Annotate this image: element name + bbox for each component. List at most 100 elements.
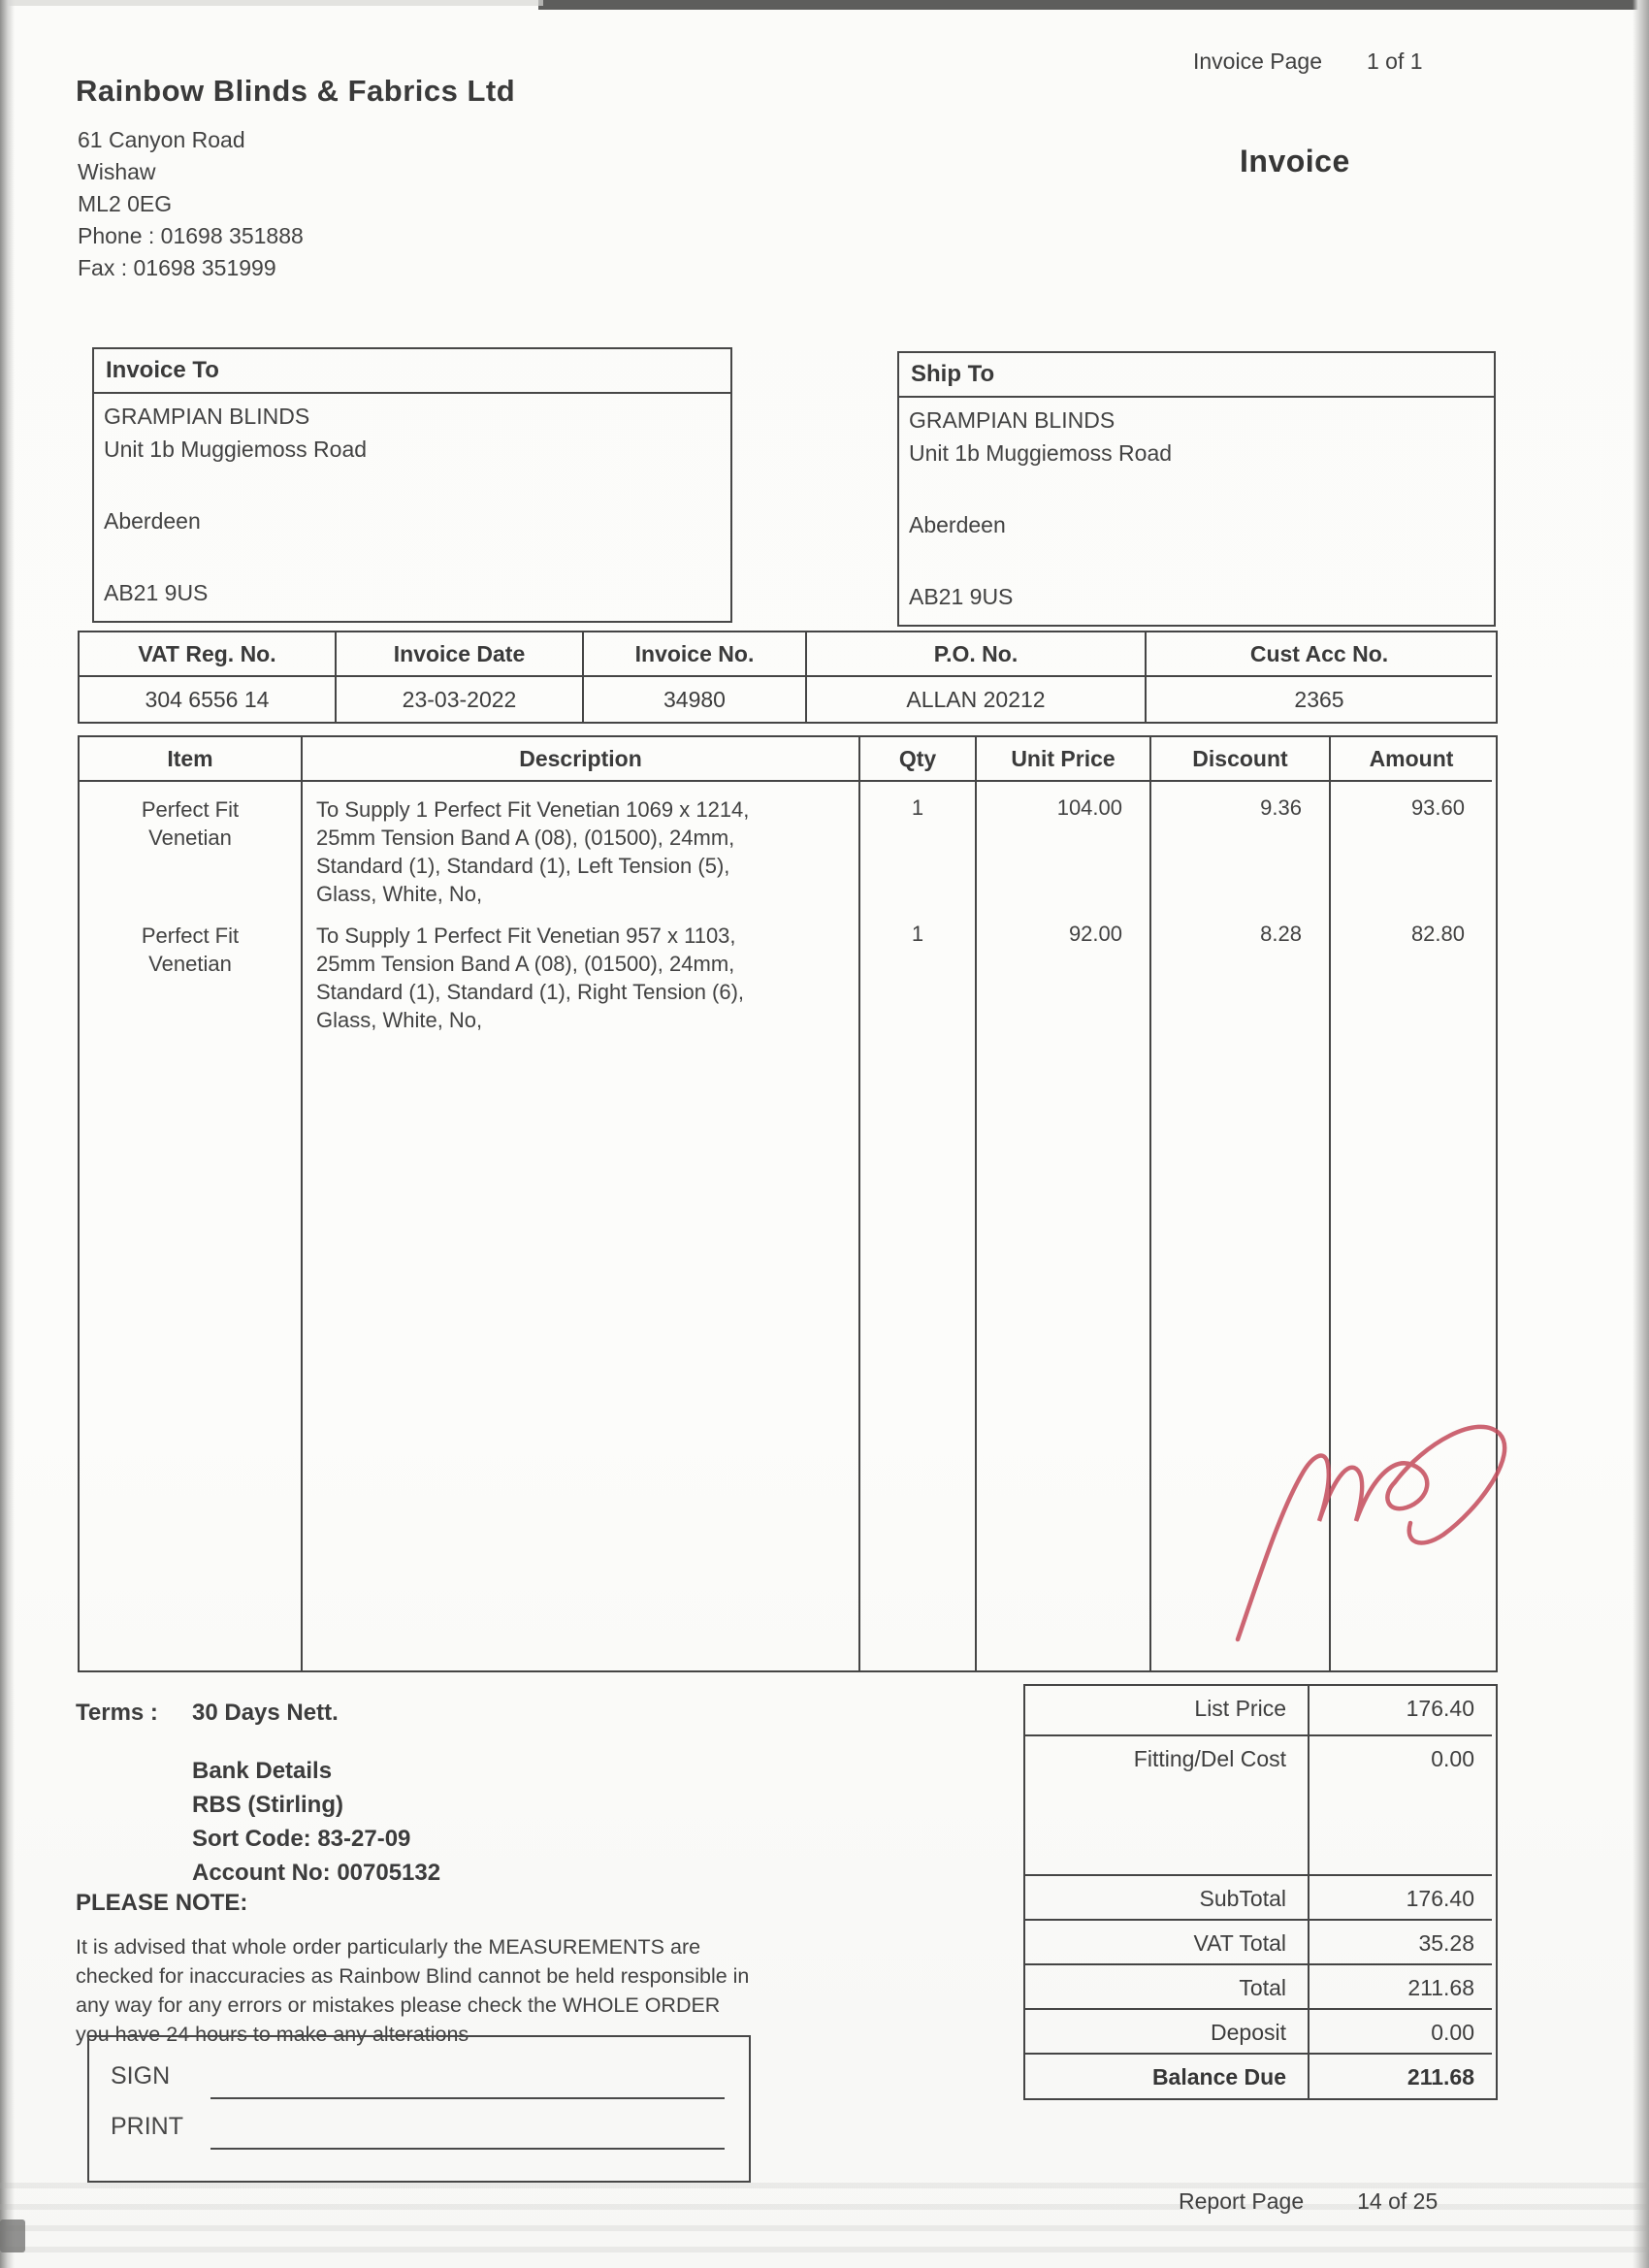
list-price-label: List Price <box>1025 1686 1310 1734</box>
vat-total-value: 35.28 <box>1310 1919 1492 1963</box>
amount-cell: 93.60 <box>1410 795 1465 820</box>
ship-to-box: Ship To GRAMPIAN BLINDS Unit 1b Muggiemo… <box>897 351 1496 627</box>
description-line: To Supply 1 Perfect Fit Venetian 957 x 1… <box>316 923 736 948</box>
invoice-to-line: AB21 9US <box>104 580 209 605</box>
description-cell: To Supply 1 Perfect Fit Venetian 1069 x … <box>303 782 860 908</box>
discount-cell: 9.36 <box>1151 782 1331 908</box>
empty-cell <box>1151 1034 1331 1670</box>
ship-to-line: AB21 9US <box>909 584 1014 609</box>
item-name-line: Venetian <box>148 952 232 976</box>
items-header-discount: Discount <box>1151 737 1331 782</box>
totals-box: List Price 176.40 Fitting/Del Cost 0.00 … <box>1023 1684 1498 2100</box>
total-label: Total <box>1025 1963 1310 2008</box>
subtotal-label: SubTotal <box>1025 1874 1310 1919</box>
report-page-label: Report Page <box>1179 2188 1305 2214</box>
invoice-to-box: Invoice To GRAMPIAN BLINDS Unit 1b Muggi… <box>92 347 732 623</box>
total-value: 211.68 <box>1310 1963 1492 2008</box>
items-header-unit-price: Unit Price <box>977 737 1151 782</box>
document-title: Invoice <box>1240 144 1350 178</box>
company-address: 61 Canyon Road Wishaw ML2 0EG Phone : 01… <box>78 124 304 284</box>
balance-due-label: Balance Due <box>1025 2053 1310 2098</box>
empty-cell <box>80 1034 303 1670</box>
ship-to-line: Unit 1b Muggiemoss Road <box>909 440 1173 466</box>
qty-cell: 1 <box>860 782 977 908</box>
address-line-postcode: ML2 0EG <box>78 191 173 216</box>
qty-cell: 1 <box>860 908 977 1034</box>
company-name: Rainbow Blinds & Fabrics Ltd <box>76 74 516 108</box>
sign-label: SIGN <box>111 2062 171 2090</box>
scan-artifact-bottom <box>0 2183 1649 2268</box>
empty-cell <box>303 1034 860 1670</box>
bank-name: RBS (Stirling) <box>192 1792 343 1818</box>
scan-artifact-top-light <box>0 0 543 6</box>
unit-price-cell: 104.00 <box>977 782 1151 908</box>
description-line: To Supply 1 Perfect Fit Venetian 1069 x … <box>316 797 750 822</box>
signature-box: SIGN PRINT <box>87 2035 751 2183</box>
description-line: Standard (1), Standard (1), Right Tensio… <box>316 980 745 1004</box>
meta-value-invoice-no: 34980 <box>584 677 807 722</box>
scan-artifact-top <box>538 0 1649 10</box>
sign-line <box>210 2097 725 2099</box>
ship-to-line: GRAMPIAN BLINDS <box>909 407 1116 433</box>
fitting-cost-label: Fitting/Del Cost <box>1025 1734 1310 1874</box>
line-items-table: Item Description Qty Unit Price Discount… <box>78 735 1498 1672</box>
subtotal-value: 176.40 <box>1310 1874 1492 1919</box>
print-line <box>210 2148 725 2150</box>
invoice-to-title: Invoice To <box>94 349 730 394</box>
ship-to-line: Aberdeen <box>909 512 1006 537</box>
item-name-line: Venetian <box>148 826 232 850</box>
balance-due-value: 211.68 <box>1310 2053 1492 2098</box>
item-cell: Perfect Fit Venetian <box>80 782 303 908</box>
invoice-page-value: 1 of 1 <box>1366 49 1423 74</box>
list-price-value: 176.40 <box>1406 1696 1474 1721</box>
address-line-fax: Fax : 01698 351999 <box>78 255 276 280</box>
bank-details-title: Bank Details <box>192 1758 333 1784</box>
scan-artifact-right <box>1633 0 1649 2268</box>
invoice-to-line: GRAMPIAN BLINDS <box>104 404 310 429</box>
deposit-value: 0.00 <box>1310 2008 1492 2053</box>
please-note-title: PLEASE NOTE: <box>76 1890 248 1916</box>
item-name-line: Perfect Fit <box>141 797 240 822</box>
meta-header-cust-acc: Cust Acc No. <box>1147 632 1492 677</box>
meta-value-date: 23-03-2022 <box>337 677 584 722</box>
meta-header-date: Invoice Date <box>337 632 584 677</box>
please-note-body: It is advised that whole order particula… <box>76 1935 750 2046</box>
empty-cell <box>977 1034 1151 1670</box>
meta-header-invoice-no: Invoice No. <box>584 632 807 677</box>
red-pen-scribble <box>1235 1424 1507 1642</box>
discount-cell: 8.28 <box>1151 908 1331 1034</box>
invoice-page-reference: Invoice Page 1 of 1 <box>1193 49 1423 75</box>
invoice-page-label: Invoice Page <box>1193 49 1322 74</box>
address-line-town: Wishaw <box>78 159 156 184</box>
description-line: Glass, White, No, <box>316 1008 483 1032</box>
items-header-description: Description <box>303 737 860 782</box>
items-header-item: Item <box>80 737 303 782</box>
description-line: 25mm Tension Band A (08), (01500), 24mm, <box>316 826 735 850</box>
description-line: Standard (1), Standard (1), Left Tension… <box>316 854 730 878</box>
meta-header-vat: VAT Reg. No. <box>80 632 337 677</box>
meta-value-po: ALLAN 20212 <box>807 677 1147 722</box>
description-line: Glass, White, No, <box>316 882 483 906</box>
bank-account-no: Account No: 00705132 <box>192 1860 441 1886</box>
address-line-phone: Phone : 01698 351888 <box>78 223 304 248</box>
bank-sort-code: Sort Code: 83-27-09 <box>192 1826 411 1852</box>
unit-price-cell: 92.00 <box>977 908 1151 1034</box>
meta-value-vat: 304 6556 14 <box>80 677 337 722</box>
scan-artifact-blob <box>0 2219 25 2252</box>
deposit-label: Deposit <box>1025 2008 1310 2053</box>
invoice-to-line: Unit 1b Muggiemoss Road <box>104 437 368 462</box>
address-line-street: 61 Canyon Road <box>78 127 245 152</box>
invoice-to-address: GRAMPIAN BLINDS Unit 1b Muggiemoss Road … <box>94 394 730 609</box>
terms-label: Terms : <box>76 1700 158 1726</box>
description-line: 25mm Tension Band A (08), (01500), 24mm, <box>316 952 735 976</box>
items-header-qty: Qty <box>860 737 977 782</box>
ship-to-address: GRAMPIAN BLINDS Unit 1b Muggiemoss Road … <box>899 398 1494 613</box>
item-cell: Perfect Fit Venetian <box>80 908 303 1034</box>
report-page-value: 14 of 25 <box>1357 2188 1439 2214</box>
print-label: PRINT <box>111 2113 183 2140</box>
empty-cell <box>860 1034 977 1670</box>
description-cell: To Supply 1 Perfect Fit Venetian 957 x 1… <box>303 908 860 1034</box>
invoice-meta-table: VAT Reg. No. Invoice Date Invoice No. P.… <box>78 631 1498 724</box>
scan-artifact-left <box>0 0 15 2268</box>
